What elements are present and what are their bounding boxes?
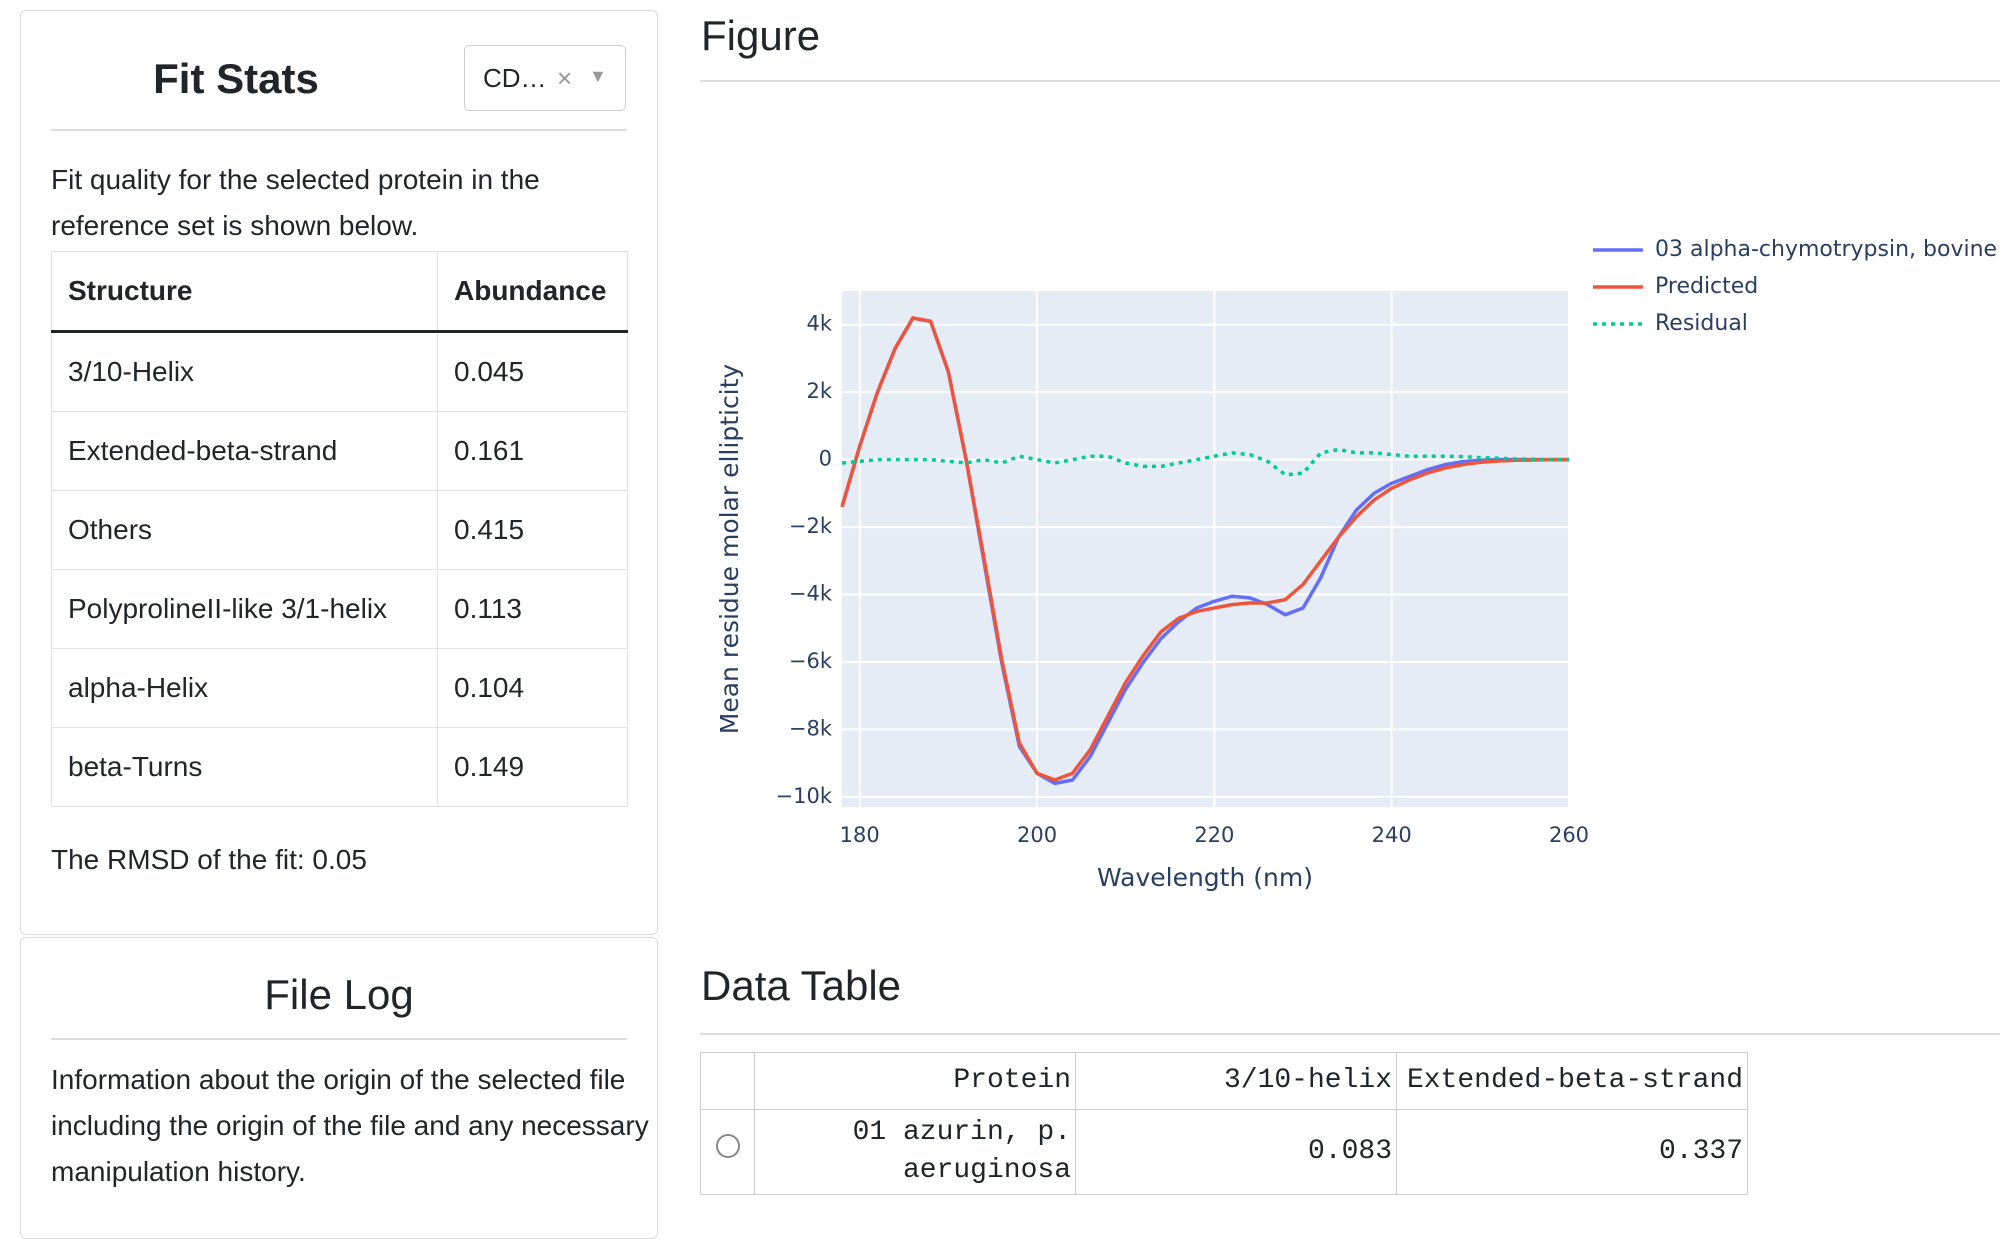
select-header — [700, 1052, 755, 1110]
y-tick-label: −2k — [789, 514, 833, 538]
fit-stats-card: Fit Stats CD… × ▼ Fit quality for the se… — [20, 10, 658, 935]
fit-stats-title: Fit Stats — [153, 55, 319, 102]
table-header: 3/10-helix — [1075, 1052, 1397, 1110]
y-tick-label: −4k — [789, 582, 833, 606]
dropdown-value: CD… — [483, 63, 547, 93]
plot-area — [842, 291, 1569, 807]
table-cell: 01 azurin, p. aeruginosa — [754, 1109, 1076, 1195]
clear-icon[interactable]: × — [557, 63, 573, 93]
y-tick-label: −8k — [789, 716, 833, 740]
table-cell: Extended-beta-strand — [51, 411, 438, 491]
table-cell: 0.083 — [1075, 1109, 1397, 1195]
legend-label: 03 alpha-chymotrypsin, bovine — [1655, 237, 1997, 262]
divider — [51, 1038, 627, 1040]
fit-description: Fit quality for the selected protein in … — [51, 164, 540, 241]
divider — [700, 1033, 2000, 1035]
chart: Wavelength (nm) Mean residue molar ellip… — [700, 97, 2000, 937]
file-log-description: Information about the origin of the sele… — [51, 1064, 649, 1187]
table-cell: 0.104 — [437, 648, 628, 728]
x-axis-title: Wavelength (nm) — [1097, 863, 1313, 892]
table-cell: PolyprolineII-like 3/1-helix — [51, 569, 438, 649]
table-header: Structure — [51, 251, 438, 333]
divider — [700, 80, 2000, 82]
table-header: Extended-beta-strand — [1396, 1052, 1748, 1110]
table-header: Protein — [754, 1052, 1076, 1110]
y-tick-label: −6k — [789, 649, 833, 673]
table-cell: alpha-Helix — [51, 648, 438, 728]
x-tick-label: 220 — [1194, 823, 1234, 847]
x-tick-label: 180 — [840, 823, 880, 847]
caret-icon[interactable]: ▼ — [589, 66, 607, 86]
table-header: Abundance — [437, 251, 628, 333]
x-tick-label: 260 — [1549, 823, 1589, 847]
table-cell: 0.337 — [1396, 1109, 1748, 1195]
table-cell: Others — [51, 490, 438, 570]
table-cell: beta-Turns — [51, 727, 438, 807]
x-tick-label: 200 — [1017, 823, 1057, 847]
data-line — [840, 316, 1569, 782]
y-tick-label: −10k — [776, 784, 833, 808]
row-select[interactable] — [700, 1109, 755, 1195]
y-tick-label: 2k — [806, 379, 832, 403]
page: Fit Stats CD… × ▼ Fit quality for the se… — [20, 10, 2000, 1239]
data-table: Protein 3/10-helix Extended-beta-strand … — [700, 1052, 1748, 1195]
figure-title: Figure — [701, 12, 821, 59]
data-table-title: Data Table — [701, 962, 902, 1009]
x-tick-label: 240 — [1372, 823, 1412, 847]
y-tick-label: 4k — [806, 312, 832, 336]
legend-label: Residual — [1655, 311, 1748, 336]
legend-label: Predicted — [1655, 274, 1758, 299]
data-line — [841, 447, 1569, 477]
divider — [51, 129, 627, 131]
protein-dropdown[interactable]: CD… × ▼ — [464, 45, 626, 111]
y-axis-title: Mean residue molar ellipticity — [715, 364, 744, 735]
file-log-title: File Log — [264, 971, 414, 1018]
y-tick-label: 0 — [819, 447, 832, 471]
rmsd-text: The RMSD of the fit: 0.05 — [51, 844, 367, 875]
file-log-card: File Log Information about the origin of… — [20, 937, 658, 1239]
table-cell: 0.149 — [437, 727, 628, 807]
table-cell: 0.113 — [437, 569, 628, 649]
table-cell: 0.415 — [437, 490, 628, 570]
table-cell: 3/10-Helix — [51, 331, 438, 412]
fit-table: Structure Abundance 3/10-Helix 0.045 Extend… — [51, 251, 628, 807]
table-cell: 0.161 — [437, 411, 628, 491]
table-cell: 0.045 — [437, 331, 628, 412]
